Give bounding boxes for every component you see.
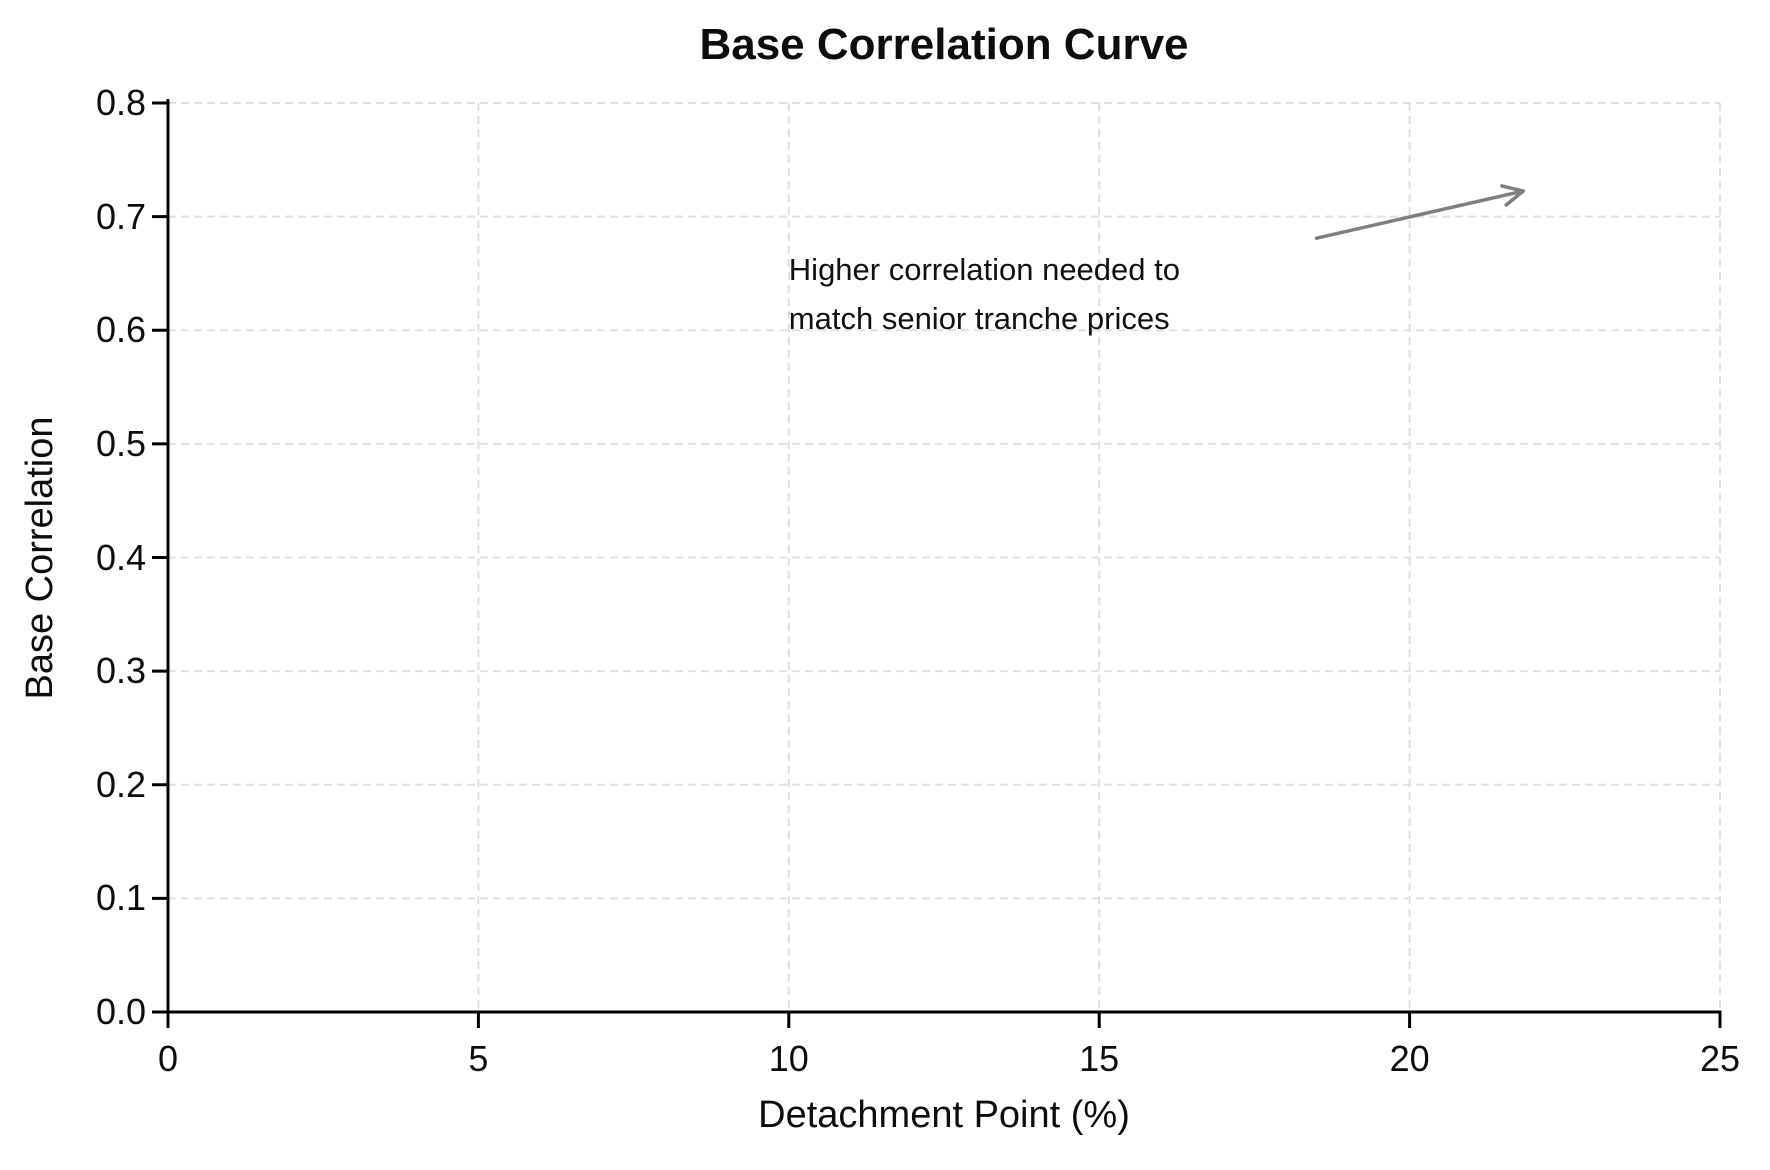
x-axis-label: Detachment Point (%) [758,1094,1130,1136]
y-tick-label: 0.6 [95,309,146,351]
x-tick-label: 5 [468,1038,489,1079]
annotation-arrow-head [1500,184,1525,193]
x-tick-label: 15 [1079,1038,1120,1079]
x-tick-label: 20 [1389,1038,1430,1079]
y-tick-label: 0.2 [95,763,146,805]
y-tick-label: 0.7 [95,195,146,237]
y-tick-label: 0.5 [95,422,146,464]
y-tick-label: 0.4 [95,536,146,578]
x-tick-label: 10 [768,1038,809,1079]
annotation-arrow-line [1314,189,1525,240]
y-tick-label: 0.3 [95,650,146,692]
y-tick-label: 0.1 [95,877,146,919]
annotation-text: Higher correlation needed to match senio… [788,252,1180,337]
annotation-arrow-head [1504,189,1525,207]
y-tick-label: 0.8 [95,82,146,123]
chart-title: Base Correlation Curve [699,20,1189,69]
x-tick-label: 0 [157,1038,179,1079]
x-tick-label: 25 [1699,1038,1741,1079]
y-tick-label: 0.0 [95,991,146,1032]
